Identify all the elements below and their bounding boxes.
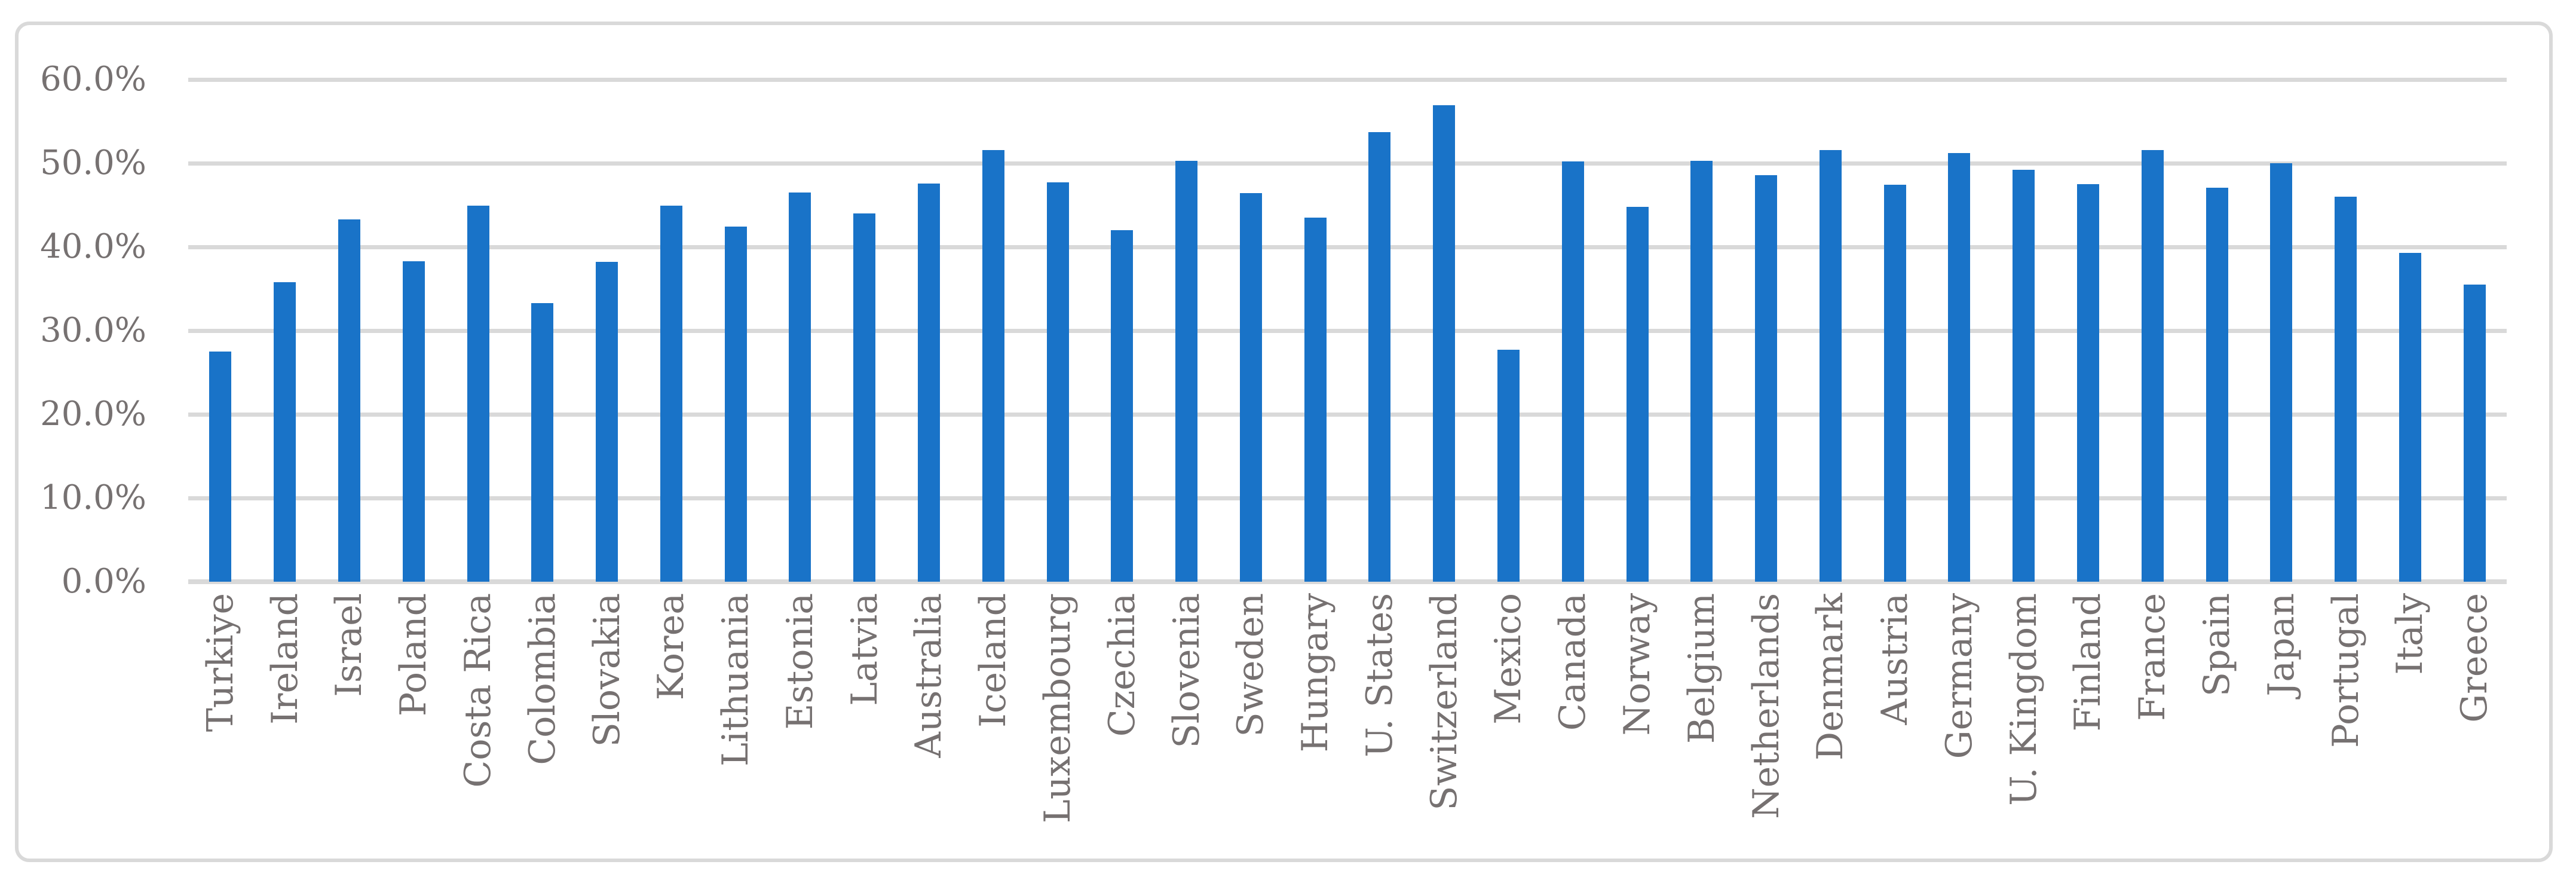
bar-estonia bbox=[789, 193, 811, 582]
bar-germany bbox=[1948, 153, 1971, 582]
bar-greece bbox=[2463, 285, 2486, 582]
bar-lithuania bbox=[724, 227, 747, 582]
x-axis-tick-label: Netherlands bbox=[1745, 593, 1787, 819]
bar-spain bbox=[2206, 187, 2228, 582]
x-axis-line bbox=[188, 579, 2507, 584]
bar-u-kingdom bbox=[2013, 170, 2035, 582]
x-axis-tick-label: Iceland bbox=[972, 593, 1015, 728]
x-axis-tick-label: Luxembourg bbox=[1037, 593, 1079, 823]
x-axis-tick-label: Costa Rica bbox=[457, 593, 499, 788]
x-axis-tick-label: Belgium bbox=[1680, 593, 1723, 744]
bar-latvia bbox=[853, 213, 876, 582]
bar-u-states bbox=[1368, 132, 1391, 582]
bar-belgium bbox=[1690, 160, 1713, 582]
bar-poland bbox=[402, 261, 425, 582]
bar-netherlands bbox=[1755, 175, 1778, 582]
x-axis-tick-label: Denmark bbox=[1809, 593, 1852, 760]
x-axis-tick-label: U. Kingdom bbox=[2002, 593, 2045, 806]
bar-costa-rica bbox=[467, 206, 489, 582]
y-axis-tick-label: 20.0% bbox=[40, 395, 146, 433]
x-axis-tick-label: Lithuania bbox=[715, 593, 757, 766]
x-axis-tick-label: Norway bbox=[1616, 593, 1658, 736]
x-axis-tick-label: Israel bbox=[328, 593, 370, 697]
bar-luxembourg bbox=[1046, 182, 1069, 582]
bar-colombia bbox=[531, 303, 554, 582]
x-axis-tick-label: Estonia bbox=[779, 593, 821, 730]
y-gridline bbox=[188, 328, 2507, 333]
y-gridline bbox=[188, 161, 2507, 166]
y-axis-tick-label: 10.0% bbox=[40, 478, 146, 517]
bar-ireland bbox=[274, 282, 296, 582]
bar-france bbox=[2141, 149, 2164, 582]
y-gridline bbox=[188, 412, 2507, 417]
bar-korea bbox=[660, 206, 682, 582]
x-axis-tick-label: Japan bbox=[2260, 593, 2302, 697]
bar-finland bbox=[2076, 184, 2099, 582]
x-axis-tick-label: Germany bbox=[1938, 593, 1980, 759]
x-axis-tick-label: Canada bbox=[1552, 593, 1594, 731]
x-axis-tick-label: Finland bbox=[2067, 593, 2109, 732]
y-gridline bbox=[188, 77, 2507, 82]
x-axis-tick-label: Hungary bbox=[1294, 593, 1337, 753]
bar-denmark bbox=[1819, 149, 1842, 582]
y-axis-tick-label: 40.0% bbox=[40, 227, 146, 266]
x-axis-tick-label: Greece bbox=[2454, 593, 2496, 723]
y-gridline bbox=[188, 245, 2507, 249]
bar-iceland bbox=[982, 149, 1004, 582]
bar-slovakia bbox=[596, 262, 618, 582]
x-axis-tick-label: Australia bbox=[908, 593, 950, 758]
bar-hungary bbox=[1304, 218, 1327, 582]
bar-italy bbox=[2399, 252, 2421, 582]
bar-canada bbox=[1561, 161, 1584, 582]
y-axis-tick-label: 60.0% bbox=[40, 60, 146, 99]
bar-slovenia bbox=[1175, 160, 1198, 582]
x-axis-tick-label: Portugal bbox=[2324, 593, 2367, 748]
x-axis-tick-label: Poland bbox=[393, 593, 435, 717]
bar-portugal bbox=[2335, 197, 2357, 582]
x-axis-tick-label: Korea bbox=[650, 593, 693, 701]
x-axis-tick-label: Colombia bbox=[521, 593, 563, 765]
bar-czechia bbox=[1111, 230, 1134, 582]
x-axis-tick-label: Italy bbox=[2389, 593, 2431, 675]
bar-australia bbox=[917, 183, 940, 582]
x-axis-tick-label: Sweden bbox=[1230, 593, 1272, 737]
y-gridline bbox=[188, 496, 2507, 500]
y-axis-tick-label: 30.0% bbox=[40, 311, 146, 350]
x-axis-tick-label: Slovakia bbox=[586, 593, 628, 747]
bar-japan bbox=[2270, 163, 2293, 582]
x-axis-tick-label: Ireland bbox=[264, 593, 306, 725]
x-axis-tick-label: Austria bbox=[1874, 593, 1916, 725]
x-axis-tick-label: Turkiye bbox=[199, 593, 241, 732]
x-axis-tick-label: Czechia bbox=[1101, 593, 1143, 737]
bar-israel bbox=[338, 219, 360, 582]
bar-switzerland bbox=[1433, 105, 1456, 582]
bar-norway bbox=[1626, 206, 1649, 582]
x-axis-tick-label: Slovenia bbox=[1165, 593, 1208, 749]
y-axis-tick-label: 0.0% bbox=[61, 562, 146, 601]
bar-mexico bbox=[1497, 350, 1520, 582]
x-axis-tick-label: Mexico bbox=[1487, 593, 1530, 725]
x-axis-tick-label: Latvia bbox=[843, 593, 886, 706]
bar-sweden bbox=[1239, 193, 1262, 582]
x-axis-tick-label: U. States bbox=[1358, 593, 1401, 757]
bar-austria bbox=[1883, 185, 1906, 582]
x-axis-tick-label: Spain bbox=[2196, 593, 2238, 697]
y-axis-tick-label: 50.0% bbox=[40, 143, 146, 182]
bar-turkiye bbox=[209, 352, 232, 582]
x-axis-tick-label: Switzerland bbox=[1423, 593, 1465, 811]
x-axis-tick-label: France bbox=[2131, 593, 2174, 721]
